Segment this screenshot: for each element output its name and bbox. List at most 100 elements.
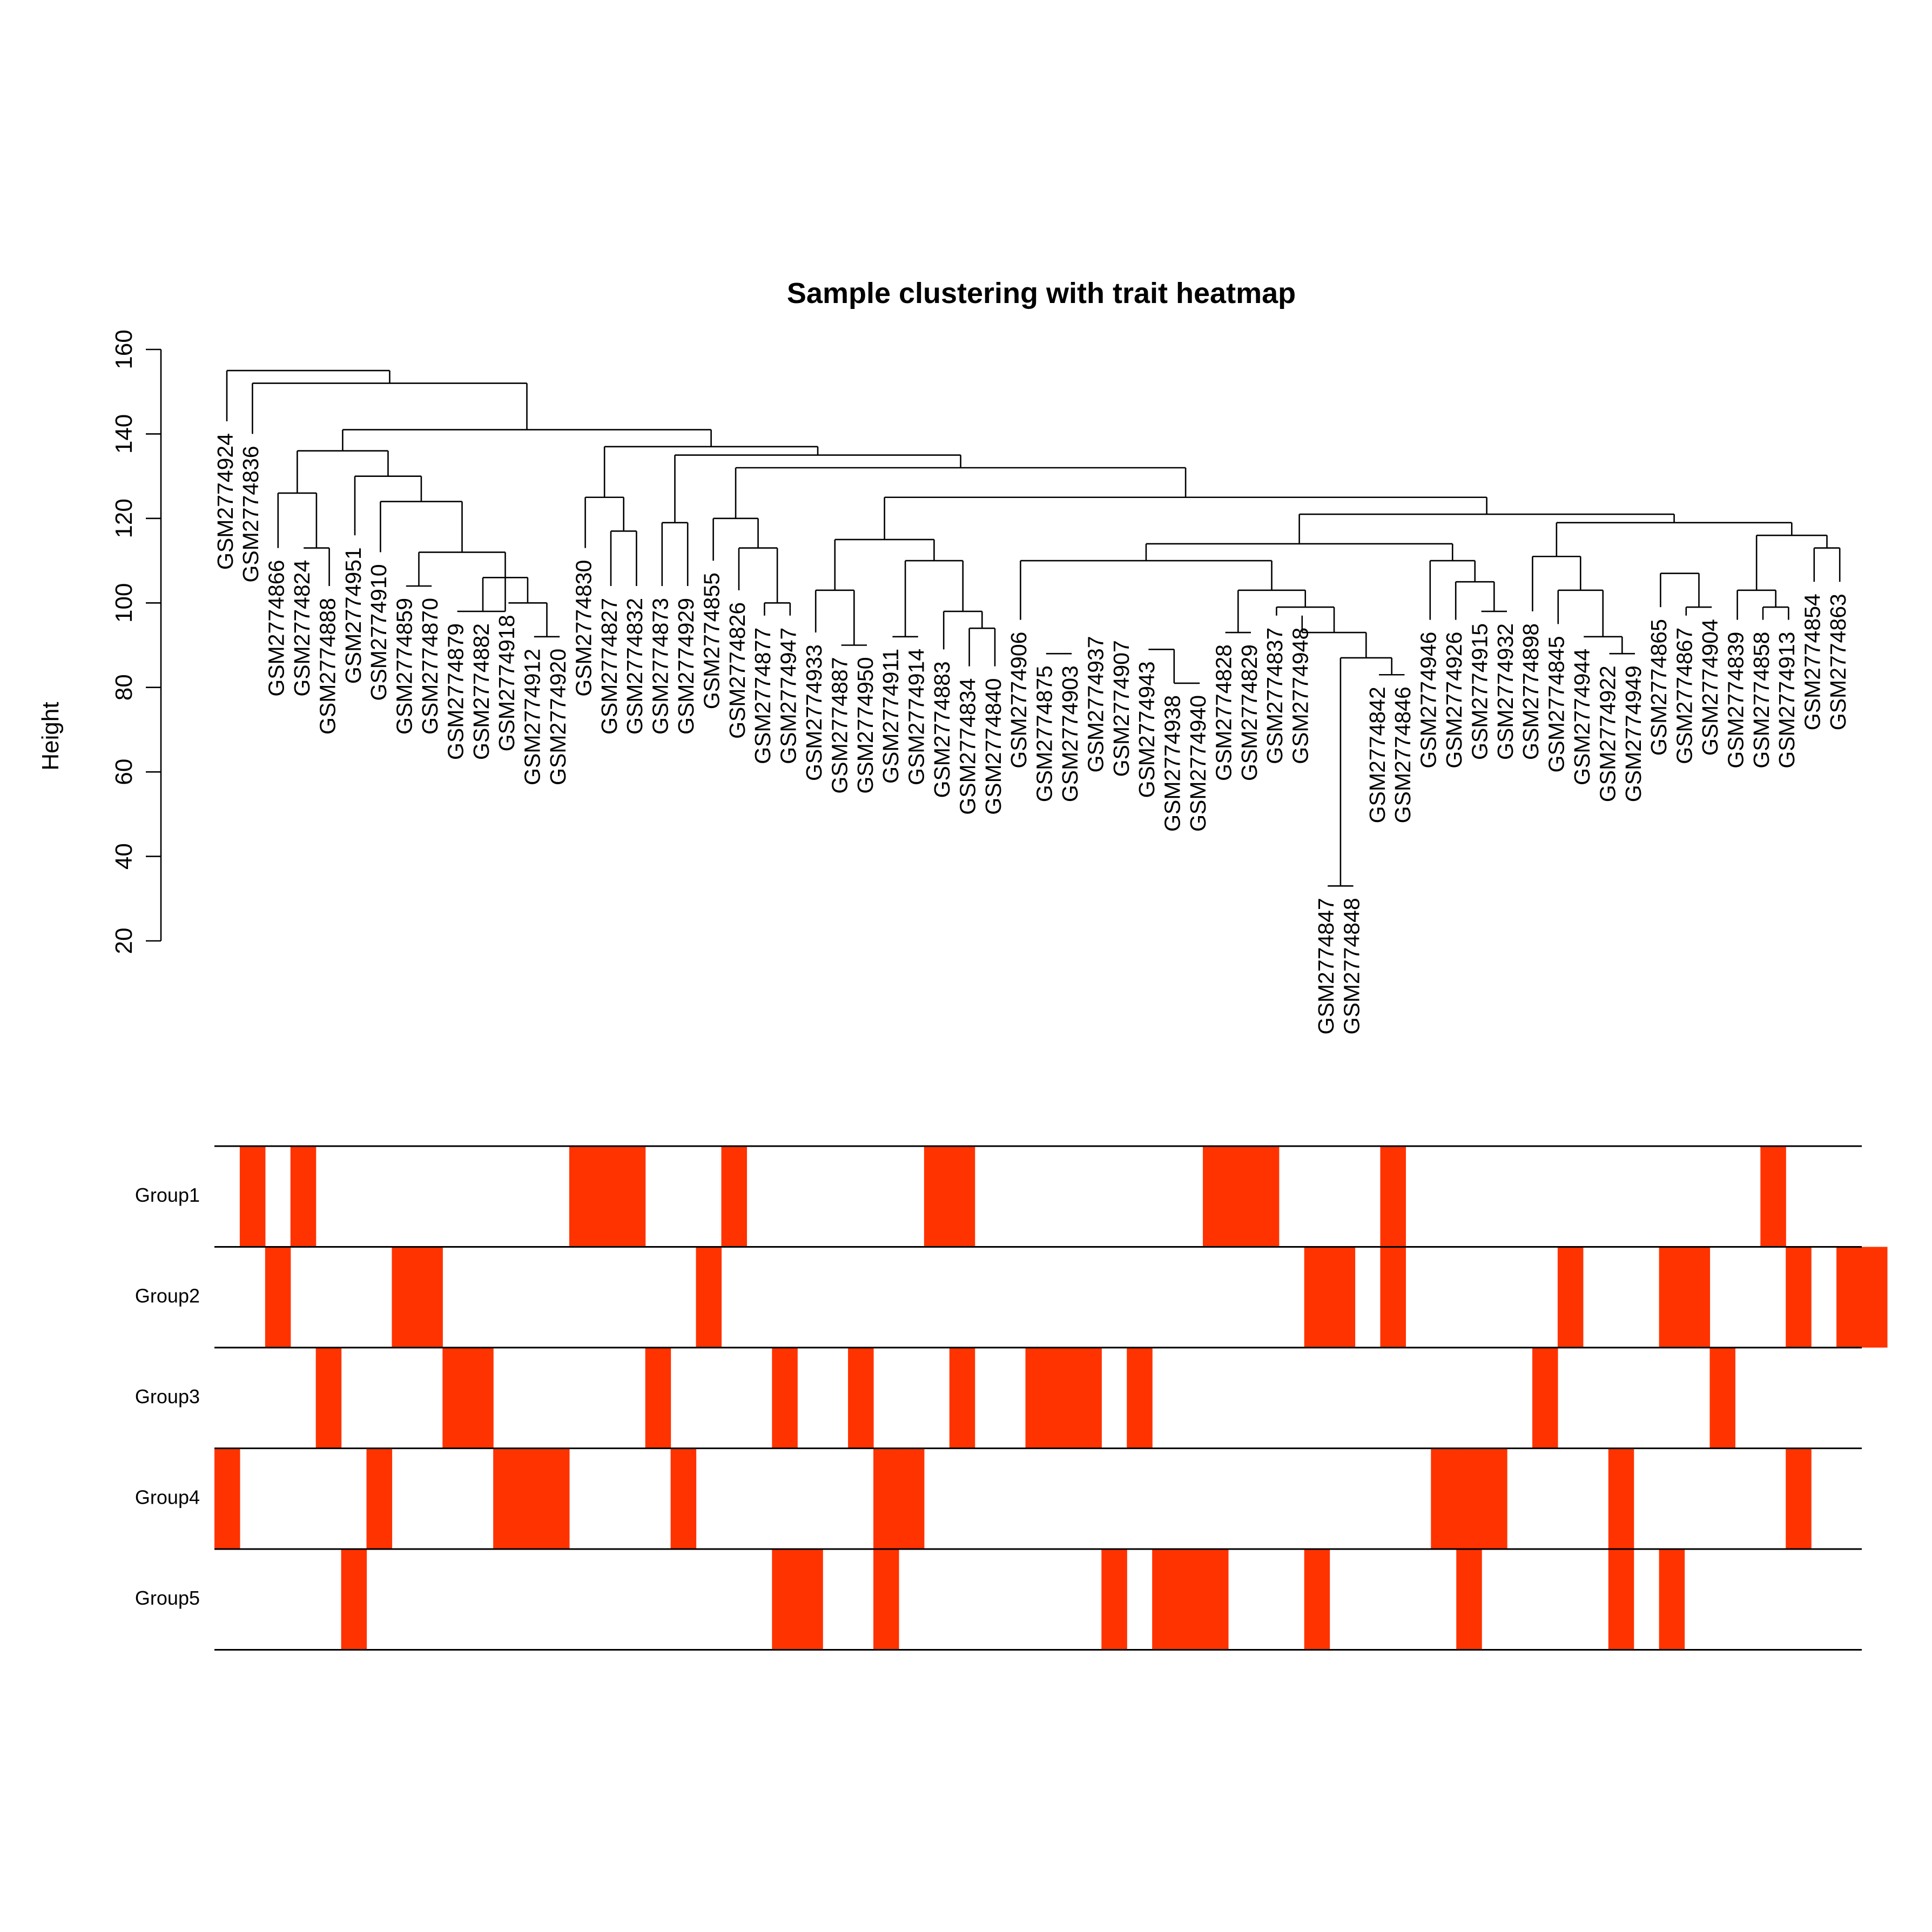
heatmap-row-label: Group4 bbox=[135, 1486, 200, 1508]
heatmap-cell bbox=[1836, 1247, 1862, 1348]
heatmap-cell bbox=[721, 1146, 747, 1247]
leaf-label: GSM2774873 bbox=[648, 598, 673, 735]
leaf-label: GSM2774875 bbox=[1032, 665, 1057, 802]
heatmap-cell bbox=[772, 1348, 798, 1449]
leaf-label: GSM2774951 bbox=[341, 547, 366, 684]
heatmap-cell bbox=[620, 1146, 646, 1247]
leaf-label: GSM2774854 bbox=[1800, 594, 1825, 730]
leaf-label: GSM2774858 bbox=[1749, 632, 1774, 769]
heatmap-cell bbox=[1608, 1549, 1634, 1650]
leaf-label: GSM2774859 bbox=[392, 598, 417, 735]
leaf-label: GSM2774898 bbox=[1518, 623, 1543, 760]
leaf-label: GSM2774836 bbox=[238, 446, 263, 582]
heatmap-cell bbox=[315, 1348, 342, 1449]
leaf-label: GSM2774904 bbox=[1698, 619, 1722, 756]
heatmap-cell bbox=[1127, 1348, 1153, 1449]
heatmap-cell bbox=[924, 1146, 950, 1247]
leaf-label: GSM2774888 bbox=[315, 598, 340, 735]
leaf-label: GSM2774946 bbox=[1416, 632, 1441, 769]
heatmap-cell bbox=[1456, 1549, 1482, 1650]
leaf-label: GSM2774883 bbox=[930, 661, 954, 798]
leaf-label: GSM2774865 bbox=[1646, 619, 1671, 756]
leaf-label: GSM2774912 bbox=[520, 649, 545, 785]
leaf-label: GSM2774882 bbox=[469, 623, 494, 760]
y-tick-label: 120 bbox=[111, 499, 137, 538]
heatmap-cell bbox=[1786, 1247, 1812, 1348]
leaf-label: GSM2774826 bbox=[725, 602, 750, 739]
heatmap-cell bbox=[366, 1448, 393, 1549]
leaf-label: GSM2774863 bbox=[1826, 594, 1850, 730]
leaf-label: GSM2774950 bbox=[853, 657, 878, 794]
heatmap-cell bbox=[1304, 1549, 1330, 1650]
leaf-label: GSM2774907 bbox=[1109, 640, 1134, 777]
leaf-label: GSM2774929 bbox=[674, 598, 698, 735]
heatmap-cell bbox=[645, 1348, 671, 1449]
heatmap-cell bbox=[569, 1146, 595, 1247]
heatmap-cell bbox=[873, 1549, 899, 1650]
leaf-label: GSM2774903 bbox=[1058, 665, 1082, 802]
leaf-label: GSM2774845 bbox=[1544, 636, 1569, 772]
chart-title: Sample clustering with trait heatmap bbox=[787, 277, 1296, 309]
leaf-label: GSM2774824 bbox=[290, 560, 314, 697]
leaf-label: GSM2774870 bbox=[418, 598, 442, 735]
heatmap-cell bbox=[797, 1549, 823, 1650]
leaf-label: GSM2774828 bbox=[1211, 644, 1236, 781]
leaf-label: GSM2774879 bbox=[443, 623, 468, 760]
leaf-label: GSM2774840 bbox=[981, 678, 1006, 815]
leaf-label: GSM2774918 bbox=[494, 615, 519, 751]
leaf-label: GSM2774837 bbox=[1262, 628, 1287, 764]
heatmap-cell bbox=[1709, 1348, 1735, 1449]
heatmap-cell bbox=[1025, 1348, 1052, 1449]
heatmap-cell bbox=[1659, 1247, 1685, 1348]
leaf-label: GSM2774839 bbox=[1723, 632, 1748, 769]
heatmap-cell bbox=[493, 1448, 519, 1549]
leaf-label: GSM2774910 bbox=[366, 564, 391, 701]
heatmap-row-labels: Group1 Group2 Group3 Group4 Group5 bbox=[135, 1184, 200, 1609]
leaf-label: GSM2774947 bbox=[776, 628, 801, 764]
leaf-label: GSM2774842 bbox=[1365, 686, 1390, 823]
heatmap-cell bbox=[392, 1247, 418, 1348]
leaf-label: GSM2774827 bbox=[597, 598, 622, 735]
heatmap-cell bbox=[1786, 1448, 1812, 1549]
heatmap-row-label: Group5 bbox=[135, 1587, 200, 1609]
heatmap-cell bbox=[949, 1146, 975, 1247]
y-tick-label: 40 bbox=[111, 843, 137, 870]
heatmap-cell bbox=[848, 1348, 874, 1449]
heatmap-cell bbox=[1152, 1549, 1178, 1650]
y-tick-label: 60 bbox=[111, 759, 137, 785]
leaf-label: GSM2774938 bbox=[1160, 695, 1185, 832]
y-axis: 20 40 60 80 100 120 140 160 bbox=[111, 329, 162, 954]
leaf-label: GSM2774922 bbox=[1595, 665, 1620, 802]
heatmap-cell bbox=[468, 1348, 494, 1449]
leaf-label: GSM2774887 bbox=[827, 657, 852, 794]
heatmap-cell bbox=[544, 1448, 570, 1549]
heatmap-cell bbox=[341, 1549, 367, 1650]
leaf-label: GSM2774867 bbox=[1672, 628, 1697, 764]
leaf-label: GSM2774913 bbox=[1774, 632, 1799, 769]
heatmap-separators bbox=[214, 1145, 1862, 1651]
heatmap-cell bbox=[1076, 1348, 1102, 1449]
leaf-label: GSM2774940 bbox=[1186, 695, 1210, 832]
leaf-label: GSM2774848 bbox=[1339, 898, 1364, 1034]
heatmap-cell bbox=[1760, 1146, 1786, 1247]
leaf-label: GSM2774914 bbox=[904, 649, 929, 785]
heatmap-cell bbox=[1532, 1348, 1558, 1449]
heatmap-cell bbox=[1203, 1549, 1229, 1650]
heatmap-cell bbox=[873, 1448, 899, 1549]
leaf-label: GSM2774920 bbox=[546, 649, 570, 785]
heatmap-cell bbox=[290, 1146, 317, 1247]
heatmap-cell bbox=[214, 1448, 240, 1549]
heatmap-row-label: Group2 bbox=[135, 1284, 200, 1307]
heatmap-cell bbox=[1659, 1549, 1685, 1650]
leaf-label: GSM2774855 bbox=[699, 573, 724, 709]
heatmap-cell bbox=[1380, 1146, 1406, 1247]
leaf-label: GSM2774906 bbox=[1006, 632, 1031, 769]
heatmap-cell bbox=[1380, 1247, 1406, 1348]
heatmap-cell bbox=[1177, 1549, 1203, 1650]
heatmap-cell bbox=[1101, 1549, 1127, 1650]
leaf-label: GSM2774926 bbox=[1442, 632, 1466, 769]
leaf-label: GSM2774911 bbox=[878, 649, 903, 784]
heatmap-cell bbox=[1557, 1247, 1584, 1348]
